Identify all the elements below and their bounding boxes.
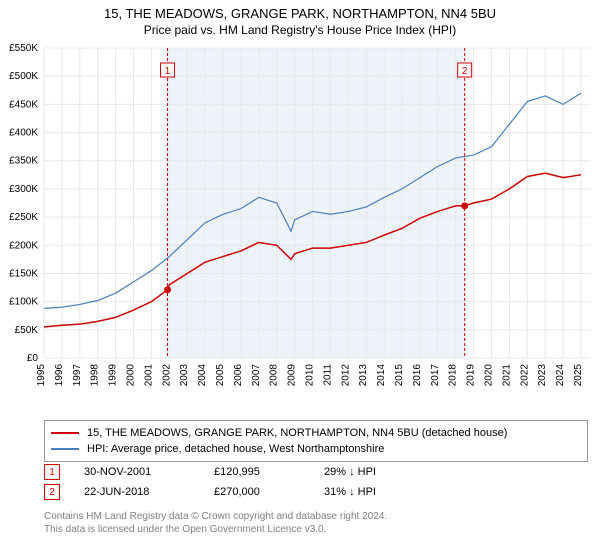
chart-container: 15, THE MEADOWS, GRANGE PARK, NORTHAMPTO… — [0, 0, 600, 560]
x-tick-label: 2010 — [305, 364, 316, 387]
x-tick-label: 2019 — [466, 364, 477, 387]
x-tick-label: 2015 — [394, 364, 405, 387]
x-tick-label: 2001 — [143, 364, 154, 387]
price-chart: £0£50K£100K£150K£200K£250K£300K£350K£400… — [44, 48, 590, 388]
transaction-row: 2 22-JUN-2018£270,00031% ↓ HPI — [44, 482, 444, 502]
transaction-date: 30-NOV-2001 — [84, 466, 214, 478]
legend-swatch — [51, 432, 79, 434]
transaction-row: 1 30-NOV-2001£120,99529% ↓ HPI — [44, 462, 444, 482]
x-tick-label: 2004 — [197, 364, 208, 387]
footer-attribution: Contains HM Land Registry data © Crown c… — [44, 510, 387, 536]
x-tick-label: 1999 — [108, 364, 119, 387]
title-address: 15, THE MEADOWS, GRANGE PARK, NORTHAMPTO… — [0, 6, 600, 21]
x-tick-label: 1998 — [90, 364, 101, 387]
footer-line2: This data is licensed under the Open Gov… — [44, 523, 387, 536]
transaction-delta: 29% ↓ HPI — [324, 466, 444, 478]
x-tick-label: 2000 — [126, 364, 137, 387]
marker-box-label: 1 — [165, 66, 171, 77]
x-tick-label: 2023 — [537, 364, 548, 387]
y-tick-label: £400K — [9, 128, 38, 139]
x-tick-label: 2018 — [448, 364, 459, 387]
legend-label: 15, THE MEADOWS, GRANGE PARK, NORTHAMPTO… — [87, 427, 507, 439]
y-tick-label: £100K — [9, 297, 38, 308]
title-subtitle: Price paid vs. HM Land Registry's House … — [0, 23, 600, 37]
y-tick-label: £50K — [15, 325, 39, 336]
x-tick-label: 2008 — [269, 364, 280, 387]
x-tick-label: 2012 — [340, 364, 351, 387]
y-tick-label: £550K — [9, 43, 38, 54]
x-tick-label: 2013 — [358, 364, 369, 387]
x-tick-label: 2022 — [519, 364, 530, 387]
legend-row: 15, THE MEADOWS, GRANGE PARK, NORTHAMPTO… — [51, 425, 581, 441]
x-tick-label: 1997 — [72, 364, 83, 387]
y-tick-label: £150K — [9, 268, 38, 279]
legend: 15, THE MEADOWS, GRANGE PARK, NORTHAMPTO… — [44, 420, 588, 462]
transactions-table: 1 30-NOV-2001£120,99529% ↓ HPI 2 22-JUN-201… — [44, 462, 444, 502]
legend-label: HPI: Average price, detached house, West… — [87, 443, 384, 455]
transaction-date: 22-JUN-2018 — [84, 486, 214, 498]
y-tick-label: £450K — [9, 99, 38, 110]
x-tick-label: 2016 — [412, 364, 423, 387]
x-tick-label: 1995 — [36, 364, 47, 387]
y-tick-label: £200K — [9, 240, 38, 251]
y-tick-label: £300K — [9, 184, 38, 195]
x-tick-label: 2011 — [322, 364, 333, 386]
y-tick-label: £250K — [9, 212, 38, 223]
y-tick-label: £350K — [9, 156, 38, 167]
x-tick-label: 2014 — [376, 364, 387, 387]
x-tick-label: 2024 — [555, 364, 566, 387]
y-tick-label: £500K — [9, 71, 38, 82]
y-tick-label: £0 — [27, 353, 39, 364]
footer-line1: Contains HM Land Registry data © Crown c… — [44, 510, 387, 523]
x-tick-label: 2005 — [215, 364, 226, 387]
marker-box-label: 2 — [462, 66, 468, 77]
title-block: 15, THE MEADOWS, GRANGE PARK, NORTHAMPTO… — [0, 0, 600, 37]
x-tick-label: 1996 — [54, 364, 65, 387]
transaction-delta: 31% ↓ HPI — [324, 486, 444, 498]
transaction-price: £270,000 — [214, 486, 324, 498]
legend-row: HPI: Average price, detached house, West… — [51, 441, 581, 457]
x-tick-label: 2007 — [251, 364, 262, 387]
x-tick-label: 2025 — [573, 364, 584, 387]
x-tick-label: 2003 — [179, 364, 190, 387]
x-tick-label: 2006 — [233, 364, 244, 387]
x-tick-label: 2017 — [430, 364, 441, 387]
x-tick-label: 2009 — [287, 364, 298, 387]
transaction-price: £120,995 — [214, 466, 324, 478]
x-tick-label: 2021 — [501, 364, 512, 387]
x-tick-label: 2002 — [161, 364, 172, 387]
legend-swatch — [51, 448, 79, 450]
transaction-marker-box: 1 — [44, 464, 60, 480]
x-tick-label: 2020 — [484, 364, 495, 387]
transaction-marker-box: 2 — [44, 484, 60, 500]
